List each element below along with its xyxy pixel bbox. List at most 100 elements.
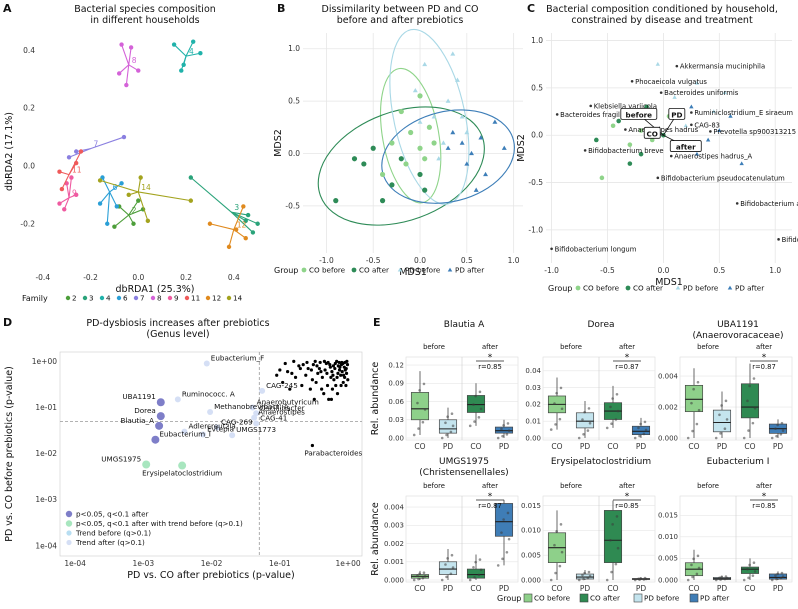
background-point	[327, 397, 331, 401]
data-point	[459, 114, 465, 119]
boxplot-6: Eubacterium I 0.000 0.005 0.010 0.015 before a…	[658, 457, 793, 593]
species-point	[735, 202, 739, 205]
family-point	[179, 68, 184, 73]
background-point	[316, 371, 320, 375]
data-point	[459, 140, 465, 145]
jitter-point	[748, 384, 751, 388]
genus-label: UBA1191	[122, 392, 155, 401]
facet-label-after: after	[482, 482, 498, 490]
family-point	[97, 201, 103, 206]
background-point	[318, 360, 322, 365]
boxplot-5: Erysipelatoclostridium 0.000 0.005 0.010 0.0…	[521, 457, 656, 593]
chart-subtitle: constrained by disease and treatment	[571, 15, 753, 26]
jitter-point	[696, 554, 700, 558]
y-tick-label: 0.000	[658, 576, 678, 584]
genus-label: Parabacteroides	[304, 448, 362, 457]
legend-marker	[65, 510, 73, 518]
jitter-point	[752, 561, 756, 565]
family-segment	[68, 177, 72, 198]
jitter-point	[549, 578, 553, 582]
significance-star: *	[762, 492, 767, 502]
legend-label: 14	[233, 294, 243, 303]
jitter-point	[643, 420, 647, 424]
legend-title: Group	[497, 594, 521, 603]
facet-label-before: before	[423, 482, 445, 490]
legend-marker	[447, 267, 453, 272]
genus-label: Evtepia	[207, 424, 234, 433]
jitter-point	[747, 429, 750, 432]
panel-letter-b: B	[277, 2, 285, 15]
background-point	[283, 361, 287, 366]
genus-point	[156, 412, 165, 421]
genus-label: Eubacterium_F	[211, 354, 265, 363]
background-point	[319, 370, 323, 374]
genus-point	[229, 432, 236, 439]
genus-point	[310, 443, 314, 448]
box	[410, 392, 430, 421]
vector-label: PD	[671, 110, 682, 119]
vector-label-box	[668, 107, 686, 120]
family-segment	[128, 200, 139, 216]
jitter-point	[774, 427, 777, 431]
x-tick-label: CO	[688, 442, 699, 451]
data-point	[464, 129, 470, 135]
x-tick-label: CO	[414, 442, 425, 451]
family-label: 6	[113, 183, 118, 192]
family-point	[69, 175, 74, 180]
jitter-point	[468, 578, 472, 582]
jitter-point	[412, 433, 416, 437]
family-point	[138, 175, 143, 180]
jitter-point	[473, 420, 476, 423]
chart-subtitle: (Genus level)	[146, 329, 209, 340]
jitter-point	[588, 574, 592, 578]
effect-size-label: r=0.87	[615, 363, 639, 371]
data-point	[473, 187, 479, 192]
background-point	[340, 370, 344, 374]
jitter-point	[553, 402, 556, 405]
data-point	[483, 171, 489, 177]
family-point	[131, 221, 136, 226]
legend-label: PD after	[700, 594, 729, 603]
legend-label: CO before	[583, 284, 620, 293]
jitter-point	[417, 577, 420, 581]
jitter-point	[724, 399, 728, 403]
jitter-point	[774, 574, 777, 577]
background-point	[323, 368, 327, 372]
family-segment	[137, 191, 149, 222]
family-label: 12	[237, 221, 247, 230]
family-label: 14	[141, 183, 151, 192]
family-point	[124, 82, 129, 88]
y-tick-label: 0.06	[388, 398, 404, 406]
family-point	[119, 42, 124, 47]
legend-marker	[575, 285, 581, 291]
legend-label: 7	[140, 294, 145, 303]
x-tick-label: PD	[717, 584, 728, 593]
legend-marker	[167, 295, 173, 301]
vector-label-box	[643, 126, 661, 139]
jitter-point	[586, 429, 590, 432]
vector-label: CO	[647, 129, 658, 138]
jitter-point	[697, 566, 701, 570]
jitter-point	[642, 578, 646, 581]
y-tick-label: -1.0	[528, 225, 543, 234]
chart-title: Dissimilarity between PD and CO	[322, 4, 479, 15]
jitter-point	[553, 543, 556, 547]
panel-c: C Bacterial composition conditioned by ho…	[516, 2, 798, 293]
family-label: 4	[189, 47, 194, 56]
effect-size-label: r=0.85	[478, 363, 502, 371]
jitter-point	[581, 573, 584, 577]
jitter-point	[505, 551, 509, 554]
jitter-point	[501, 557, 504, 561]
jitter-point	[582, 433, 585, 436]
box	[494, 426, 514, 434]
plot-area	[38, 33, 272, 270]
jitter-point	[714, 436, 718, 440]
jitter-point	[577, 578, 581, 582]
x-tick-label: 1e-02	[201, 559, 223, 568]
family-segment	[121, 44, 130, 65]
jitter-point	[577, 436, 581, 440]
y-tick-label: 0.010	[521, 527, 541, 535]
species-label: Bifidobacterium breve	[588, 147, 664, 155]
box	[684, 384, 704, 413]
jitter-point	[714, 578, 718, 582]
